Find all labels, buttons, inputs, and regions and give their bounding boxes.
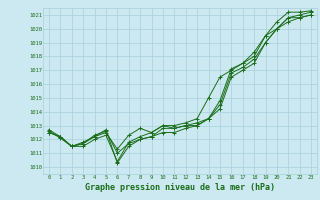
- X-axis label: Graphe pression niveau de la mer (hPa): Graphe pression niveau de la mer (hPa): [85, 183, 275, 192]
